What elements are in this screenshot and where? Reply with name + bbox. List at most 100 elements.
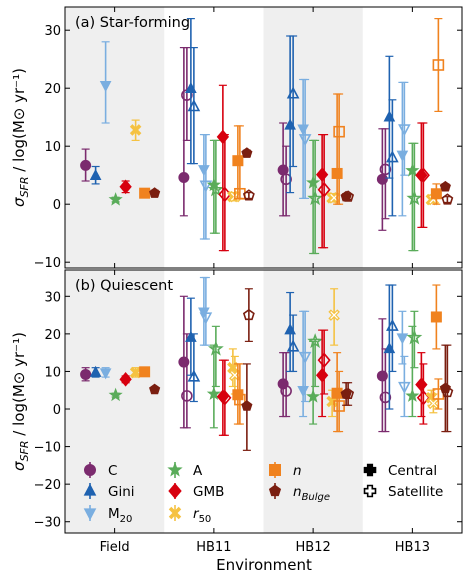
series-gmb [119,329,430,436]
data-point-star-hb12-satellite [307,333,324,349]
y-tick-label: −10 [34,441,61,456]
series-n-bulge [149,147,454,205]
data-point-x-thick-hb12-satellite [328,309,340,321]
data-point-pentagon-hb11-central [241,147,253,158]
data-point-circle-field-all [80,159,92,171]
y-tick-label: 0 [53,198,61,213]
panel-star-forming: −10 0 10 20 30 σSFR / log(M⊙ yr⁻¹) (a) Star-fo… [10,6,463,271]
legend-label: GMB [193,484,224,500]
legend-entry-satellite: Satellite [363,484,443,500]
y-tick-label: 10 [44,365,61,380]
series-n-bulge [149,288,454,451]
legend-label: nBulge [293,484,330,503]
panel-label: (b) Quiescent [75,278,173,294]
y-tick-label: 20 [44,82,61,97]
legend-label: Satellite [388,484,443,500]
y-tick-label: −10 [34,256,61,271]
data-point-triangle-up-field-all [89,365,102,377]
data-point-diamond-hb11-satellite [218,390,232,406]
data-point-square-hb13-central [430,311,442,323]
data-point-pentagon-hb12-satellite [342,190,355,202]
data-point-star-hb12-central [306,389,321,403]
data-point-triangle-down-hb11-satellite [199,312,213,325]
legend-entry-a: A [167,461,203,479]
series-m20 [99,276,411,418]
legend-entry-gini: Gini [83,483,135,500]
data-point-diamond-hb12-satellite [317,181,331,198]
data-point-star-hb13-satellite [406,329,423,345]
legend-marker-star [167,461,183,477]
legend-marker-pentagon [268,484,282,497]
y-tick-label: 20 [44,328,61,343]
plot-frame [64,269,463,534]
legend-label: C [108,463,117,479]
y-tick-label: 30 [44,24,61,39]
legend-label: Central [388,463,437,479]
data-point-diamond-hb13-central [415,377,428,392]
data-point-circle-hb11-satellite [181,390,193,402]
data-point-triangle-down-hb12-satellite [298,351,312,364]
legend-label: Gini [108,484,135,500]
data-point-triangle-down-hb11-satellite [199,180,213,193]
data-point-triangle-down-hb11-central [198,165,210,177]
legend-marker-x-thick [168,506,182,520]
legend-entry-gmb: GMB [168,483,224,500]
data-point-circle-hb12-satellite [280,173,292,186]
data-point-pentagon-hb11-central [241,400,253,411]
data-point-square-hb12-central [331,387,343,399]
data-point-triangle-up-hb12-satellite [286,86,300,99]
shaded-band-field [65,270,165,533]
series-gini [89,18,399,217]
plot-frame [64,6,463,269]
panel-quiescent: −30 −20 −10 0 10 20 30 σSFR / log(M⊙ yr⁻¹) (b) Q… [10,269,463,555]
data-point-star-field-all [108,387,123,402]
data-point-triangle-down-hb12-satellite [298,134,312,147]
series-gmb [119,84,430,252]
legend-marker-circle [84,464,96,476]
y-tick-label: 30 [44,290,61,305]
data-point-triangle-down-hb13-satellite [398,381,411,394]
legend: C Gini M20 A GMB r50 n nBulge Central Satellite [83,461,443,525]
data-point-star-field-all [108,192,123,206]
data-point-triangle-down-hb13-central [396,150,409,162]
series-c [80,295,392,433]
data-point-square-hb13-central [430,188,442,200]
data-point-square-hb12-satellite [333,125,345,138]
data-point-triangle-up-field-all [89,168,102,181]
data-point-diamond-hb12-satellite [317,352,331,368]
data-point-pentagon-hb12-satellite [342,387,355,400]
legend-marker-square [269,464,281,476]
series-m20 [99,41,411,240]
data-point-square-field-all [139,187,151,199]
data-point-star-hb11-satellite [207,181,224,197]
series-a [108,310,423,429]
x-tick-label: HB13 [395,540,430,555]
series-r50 [129,288,440,418]
data-point-star-hb12-central [306,175,321,189]
data-point-star-hb13-central [405,163,420,177]
legend-marker-plus-open [363,484,377,498]
legend-label: n [293,463,302,479]
data-point-pentagon-hb13-satellite [441,385,454,398]
data-point-triangle-up-hb13-satellite [386,318,399,331]
data-point-triangle-up-hb11-satellite [187,369,201,382]
data-point-triangle-down-hb13-central [396,333,409,345]
data-point-diamond-field-all [119,179,132,195]
y-axis-label: σSFR / log(M⊙ yr⁻¹) [10,68,31,207]
series-gini [89,284,399,410]
x-tick-label: HB12 [296,540,331,555]
data-point-x-thick-field-all [129,124,142,136]
panel-label: (a) Star-forming [75,15,190,31]
series-a [108,139,423,255]
legend-marker-plus-filled [363,463,377,477]
data-point-star-hb12-satellite [307,190,324,206]
x-tick-label: HB11 [196,540,231,555]
data-point-pentagon-field-all [149,383,161,395]
data-point-x-thick-field-all [129,366,142,379]
y-tick-label: −30 [34,516,61,531]
data-point-star-hb11-central [206,386,221,401]
data-point-diamond-field-all [119,372,132,387]
data-point-pentagon-hb13-satellite [441,193,454,205]
data-point-triangle-up-hb11-satellite [187,99,201,112]
